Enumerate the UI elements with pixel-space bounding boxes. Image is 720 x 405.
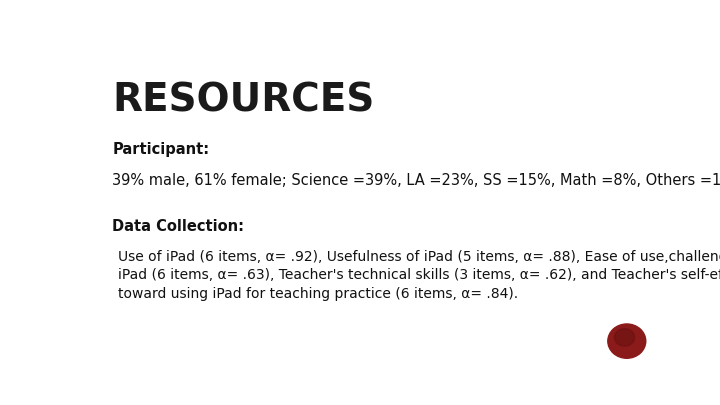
Text: Participant:: Participant: bbox=[112, 142, 210, 157]
Text: Data Collection:: Data Collection: bbox=[112, 219, 244, 234]
Text: 39% male, 61% female; Science =39%, LA =23%, SS =15%, Math =8%, Others =15%: 39% male, 61% female; Science =39%, LA =… bbox=[112, 173, 720, 188]
Ellipse shape bbox=[608, 324, 646, 358]
Text: RESOURCES: RESOURCES bbox=[112, 81, 374, 119]
Ellipse shape bbox=[615, 328, 634, 346]
Text: Use of iPad (6 items, α= .92), Usefulness of iPad (5 items, α= .88), Ease of use: Use of iPad (6 items, α= .92), Usefulnes… bbox=[118, 250, 720, 301]
